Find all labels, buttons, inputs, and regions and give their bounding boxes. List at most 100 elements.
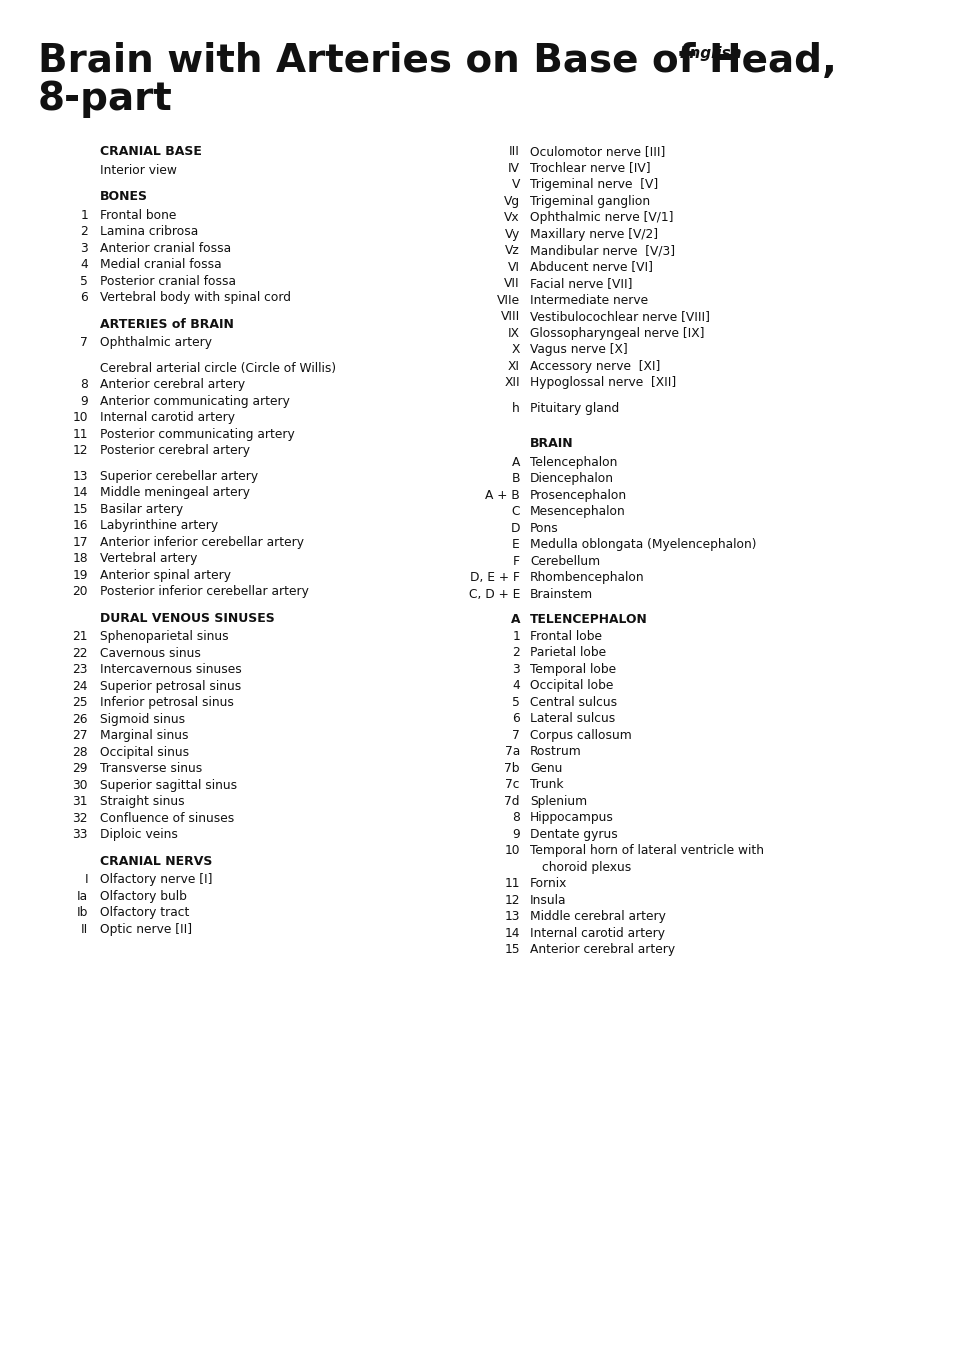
Text: 20: 20: [72, 585, 88, 597]
Text: Brain with Arteries on Base of Head,: Brain with Arteries on Base of Head,: [38, 42, 836, 80]
Text: 11: 11: [72, 427, 88, 441]
Text: 5: 5: [512, 695, 519, 709]
Text: Confluence of sinuses: Confluence of sinuses: [100, 811, 234, 825]
Text: VII: VII: [504, 278, 519, 290]
Text: Temporal lobe: Temporal lobe: [530, 663, 616, 675]
Text: 17: 17: [72, 536, 88, 548]
Text: Ophthalmic artery: Ophthalmic artery: [100, 336, 212, 348]
Text: Trigeminal nerve  [V]: Trigeminal nerve [V]: [530, 178, 658, 191]
Text: CRANIAL NERVS: CRANIAL NERVS: [100, 855, 213, 868]
Text: VIII: VIII: [500, 310, 519, 323]
Text: 24: 24: [72, 679, 88, 693]
Text: Sphenoparietal sinus: Sphenoparietal sinus: [100, 630, 229, 644]
Text: 9: 9: [80, 395, 88, 407]
Text: Splenium: Splenium: [530, 795, 586, 807]
Text: Brainstem: Brainstem: [530, 588, 593, 600]
Text: Straight sinus: Straight sinus: [100, 795, 185, 808]
Text: Hippocampus: Hippocampus: [530, 811, 613, 825]
Text: E: E: [512, 538, 519, 551]
Text: A: A: [511, 456, 519, 468]
Text: 3: 3: [80, 241, 88, 255]
Text: Facial nerve [VII]: Facial nerve [VII]: [530, 278, 632, 290]
Text: Inferior petrosal sinus: Inferior petrosal sinus: [100, 695, 233, 709]
Text: 29: 29: [72, 762, 88, 776]
Text: Labyrinthine artery: Labyrinthine artery: [100, 519, 218, 532]
Text: Basilar artery: Basilar artery: [100, 502, 183, 516]
Text: ARTERIES of BRAIN: ARTERIES of BRAIN: [100, 317, 233, 331]
Text: 7b: 7b: [504, 762, 519, 774]
Text: 7a: 7a: [504, 746, 519, 758]
Text: XI: XI: [507, 359, 519, 373]
Text: Anterior cerebral artery: Anterior cerebral artery: [530, 943, 675, 957]
Text: 4: 4: [512, 679, 519, 693]
Text: 28: 28: [72, 746, 88, 758]
Text: 6: 6: [512, 712, 519, 725]
Text: Superior cerebellar artery: Superior cerebellar artery: [100, 470, 258, 483]
Text: 33: 33: [72, 827, 88, 841]
Text: 12: 12: [504, 894, 519, 906]
Text: Vertebral artery: Vertebral artery: [100, 553, 197, 565]
Text: Ophthalmic nerve [V/1]: Ophthalmic nerve [V/1]: [530, 211, 673, 225]
Text: IV: IV: [507, 162, 519, 174]
Text: Accessory nerve  [XI]: Accessory nerve [XI]: [530, 359, 659, 373]
Text: Middle cerebral artery: Middle cerebral artery: [530, 911, 665, 923]
Text: 13: 13: [72, 470, 88, 483]
Text: 27: 27: [72, 729, 88, 742]
Text: X: X: [511, 343, 519, 357]
Text: 15: 15: [72, 502, 88, 516]
Text: 32: 32: [72, 811, 88, 825]
Text: 8-part: 8-part: [38, 80, 172, 118]
Text: Lateral sulcus: Lateral sulcus: [530, 712, 615, 725]
Text: 26: 26: [72, 713, 88, 725]
Text: Ib: Ib: [76, 906, 88, 919]
Text: Vz: Vz: [505, 244, 519, 257]
Text: Trigeminal ganglion: Trigeminal ganglion: [530, 195, 649, 207]
Text: CRANIAL BASE: CRANIAL BASE: [100, 146, 202, 158]
Text: Trochlear nerve [IV]: Trochlear nerve [IV]: [530, 162, 650, 174]
Text: Parietal lobe: Parietal lobe: [530, 646, 605, 659]
Text: Medulla oblongata (Myelencephalon): Medulla oblongata (Myelencephalon): [530, 538, 756, 551]
Text: 30: 30: [72, 778, 88, 792]
Text: IX: IX: [507, 327, 519, 339]
Text: D: D: [510, 521, 519, 535]
Text: 7: 7: [80, 336, 88, 348]
Text: Insula: Insula: [530, 894, 566, 906]
Text: Posterior cranial fossa: Posterior cranial fossa: [100, 275, 235, 287]
Text: BRAIN: BRAIN: [530, 437, 573, 450]
Text: TELENCEPHALON: TELENCEPHALON: [530, 614, 647, 626]
Text: Anterior spinal artery: Anterior spinal artery: [100, 569, 231, 581]
Text: VI: VI: [507, 260, 519, 274]
Text: Olfactory nerve [I]: Olfactory nerve [I]: [100, 874, 213, 886]
Text: Cerebellum: Cerebellum: [530, 555, 599, 568]
Text: Cerebral arterial circle (Circle of Willis): Cerebral arterial circle (Circle of Will…: [100, 362, 335, 374]
Text: Vg: Vg: [503, 195, 519, 207]
Text: Mandibular nerve  [V/3]: Mandibular nerve [V/3]: [530, 244, 675, 257]
Text: 19: 19: [72, 569, 88, 581]
Text: Intermediate nerve: Intermediate nerve: [530, 294, 647, 306]
Text: Sigmoid sinus: Sigmoid sinus: [100, 713, 185, 725]
Text: Rostrum: Rostrum: [530, 746, 581, 758]
Text: 2: 2: [512, 646, 519, 659]
Text: C, D + E: C, D + E: [468, 588, 519, 600]
Text: Interior view: Interior view: [100, 163, 176, 177]
Text: 8: 8: [80, 378, 88, 391]
Text: Olfactory tract: Olfactory tract: [100, 906, 190, 919]
Text: 5: 5: [80, 275, 88, 287]
Text: 14: 14: [504, 927, 519, 939]
Text: 7: 7: [512, 728, 519, 742]
Text: Central sulcus: Central sulcus: [530, 695, 617, 709]
Text: Olfactory bulb: Olfactory bulb: [100, 890, 187, 902]
Text: Telencephalon: Telencephalon: [530, 456, 617, 468]
Text: 4: 4: [80, 259, 88, 271]
Text: Occipital sinus: Occipital sinus: [100, 746, 189, 758]
Text: 12: 12: [72, 444, 88, 457]
Text: Temporal horn of lateral ventricle with: Temporal horn of lateral ventricle with: [530, 844, 763, 857]
Text: 3: 3: [512, 663, 519, 675]
Text: F: F: [513, 555, 519, 568]
Text: 15: 15: [504, 943, 519, 957]
Text: A + B: A + B: [485, 489, 519, 502]
Text: Intercavernous sinuses: Intercavernous sinuses: [100, 663, 241, 676]
Text: Middle meningeal artery: Middle meningeal artery: [100, 486, 250, 499]
Text: DURAL VENOUS SINUSES: DURAL VENOUS SINUSES: [100, 611, 274, 625]
Text: 6: 6: [80, 291, 88, 304]
